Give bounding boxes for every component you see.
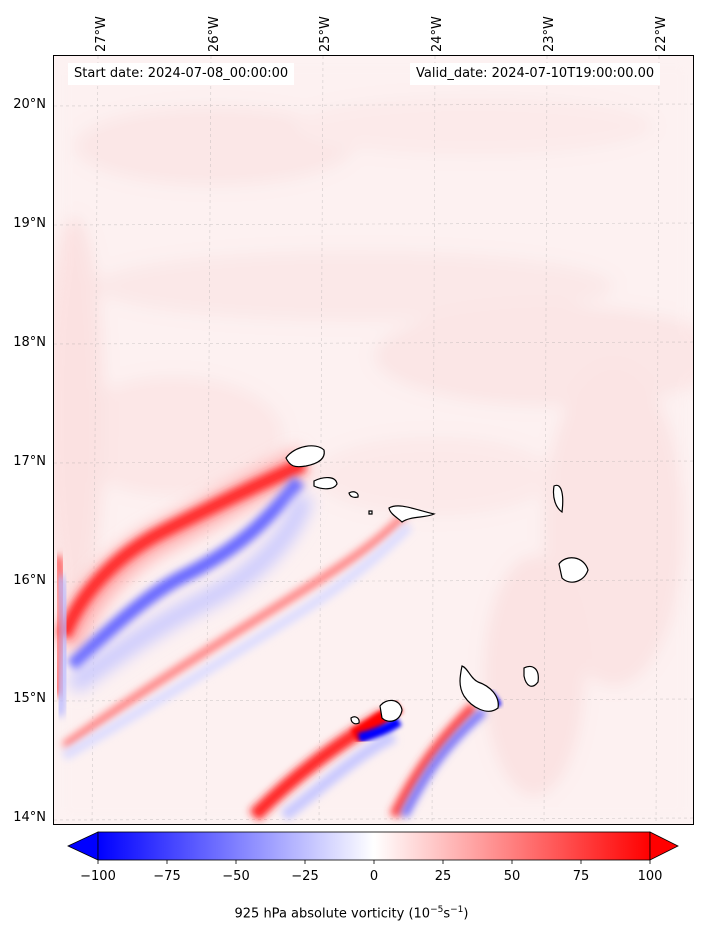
lat-label-14n: 14°N	[13, 810, 46, 825]
colorbar-tick-label: 0	[369, 869, 379, 884]
islet	[368, 510, 373, 515]
lat-label-19n: 19°N	[13, 216, 46, 231]
lon-label-24w: 24°W	[430, 16, 445, 52]
colorbar-tick-label: 100	[637, 869, 663, 884]
colorbar-tick-label: −75	[153, 869, 181, 884]
lat-label-18n: 18°N	[13, 335, 46, 350]
island-santo-antao	[285, 445, 325, 468]
island-santa-luzia	[348, 491, 359, 498]
lon-label-27w: 27°W	[94, 16, 109, 52]
lon-label-22w: 22°W	[654, 16, 669, 52]
lat-label-16n: 16°N	[13, 573, 46, 588]
colorbar-tick-label: −25	[291, 869, 319, 884]
colorbar-extend-max	[649, 831, 679, 861]
lon-label-26w: 26°W	[207, 16, 222, 52]
island-fogo	[379, 699, 403, 722]
colorbar-tick-label: 75	[572, 869, 590, 884]
valid-date-label: Valid_date: 2024-07-10T19:00:00.00	[410, 63, 661, 85]
lat-label-15n: 15°N	[13, 691, 46, 706]
background-field	[54, 56, 693, 824]
island-maio	[523, 665, 539, 687]
colorbar-tick-label: −50	[222, 869, 250, 884]
island-boa-vista	[558, 557, 589, 583]
island-sao-nicolau	[388, 505, 436, 523]
colorbar-tick-label: 50	[503, 869, 521, 884]
colorbar-body	[97, 831, 651, 861]
island-brava	[350, 716, 360, 725]
gridlines	[54, 56, 693, 824]
island-santiago	[459, 665, 499, 712]
start-date-label: Start date: 2024-07-08_00:00:00	[68, 63, 295, 85]
lat-label-17n: 17°N	[13, 454, 46, 469]
colorbar-extend-min	[67, 831, 99, 861]
island-sal	[552, 484, 564, 514]
map-panel	[53, 55, 694, 825]
colorbar-title: 925 hPa absolute vorticity (10−5s−1)	[234, 905, 469, 922]
lon-label-25w: 25°W	[318, 16, 333, 52]
colorbar-tick-label: 25	[434, 869, 452, 884]
colorbar-tick-marks	[97, 860, 651, 864]
lat-label-20n: 20°N	[13, 97, 46, 112]
island-sao-vicente	[313, 477, 338, 490]
colorbar	[67, 831, 679, 864]
coastlines	[285, 445, 589, 725]
vorticity-field	[54, 56, 693, 824]
northern-wake	[54, 447, 413, 761]
colorbar-tick-label: −100	[80, 869, 116, 884]
lon-label-23w: 23°W	[542, 16, 557, 52]
